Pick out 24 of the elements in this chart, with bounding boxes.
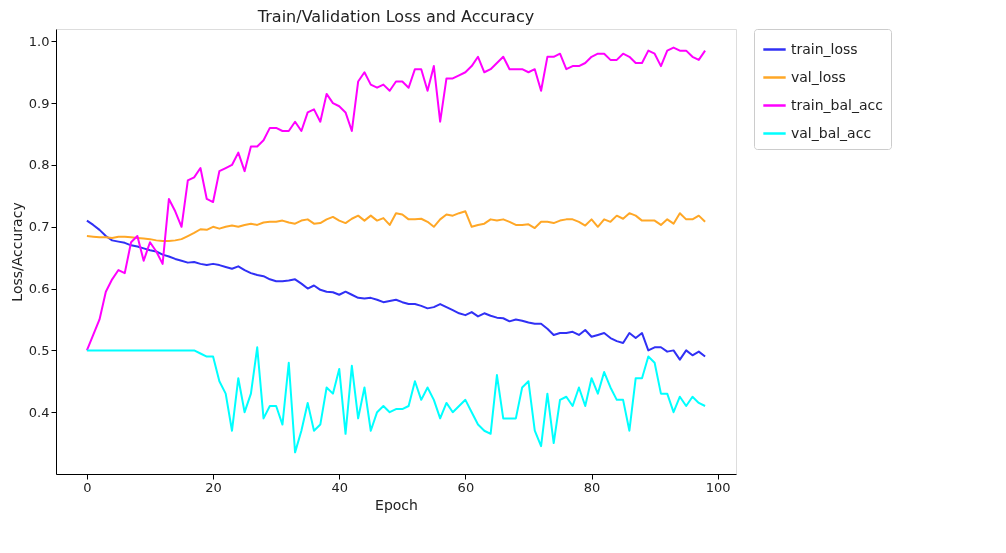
line-series bbox=[85, 346, 707, 454]
x-tick-label: 0 bbox=[83, 479, 92, 495]
y-tick-label: 0.7 bbox=[28, 219, 50, 235]
y-tick-label: 0.8 bbox=[28, 157, 50, 173]
y-tick-label: 1.0 bbox=[28, 33, 50, 49]
x-tick-label: 60 bbox=[457, 479, 475, 495]
x-axis-title: Epoch bbox=[375, 496, 418, 513]
y-tick-label: 0.5 bbox=[28, 342, 50, 358]
legend-label: val_loss bbox=[791, 68, 846, 85]
y-tick-label: 0.4 bbox=[28, 404, 50, 420]
x-tick-label: 80 bbox=[583, 479, 601, 495]
y-axis-title: Loss/Accuracy bbox=[8, 202, 25, 302]
x-tick-label: 20 bbox=[205, 479, 222, 495]
y-tick-label: 0.9 bbox=[28, 95, 50, 111]
legend-label: train_bal_acc bbox=[791, 96, 883, 113]
x-tick-label: 40 bbox=[331, 479, 348, 495]
x-tick-label: 100 bbox=[705, 479, 731, 495]
legend-label: train_loss bbox=[791, 40, 858, 57]
line-series bbox=[85, 210, 707, 242]
legend-label: val_bal_acc bbox=[791, 124, 872, 141]
chart-title: Train/Validation Loss and Accuracy bbox=[256, 6, 535, 26]
line-series bbox=[85, 46, 707, 352]
y-tick-label: 0.6 bbox=[28, 281, 50, 297]
line-series bbox=[85, 219, 707, 361]
